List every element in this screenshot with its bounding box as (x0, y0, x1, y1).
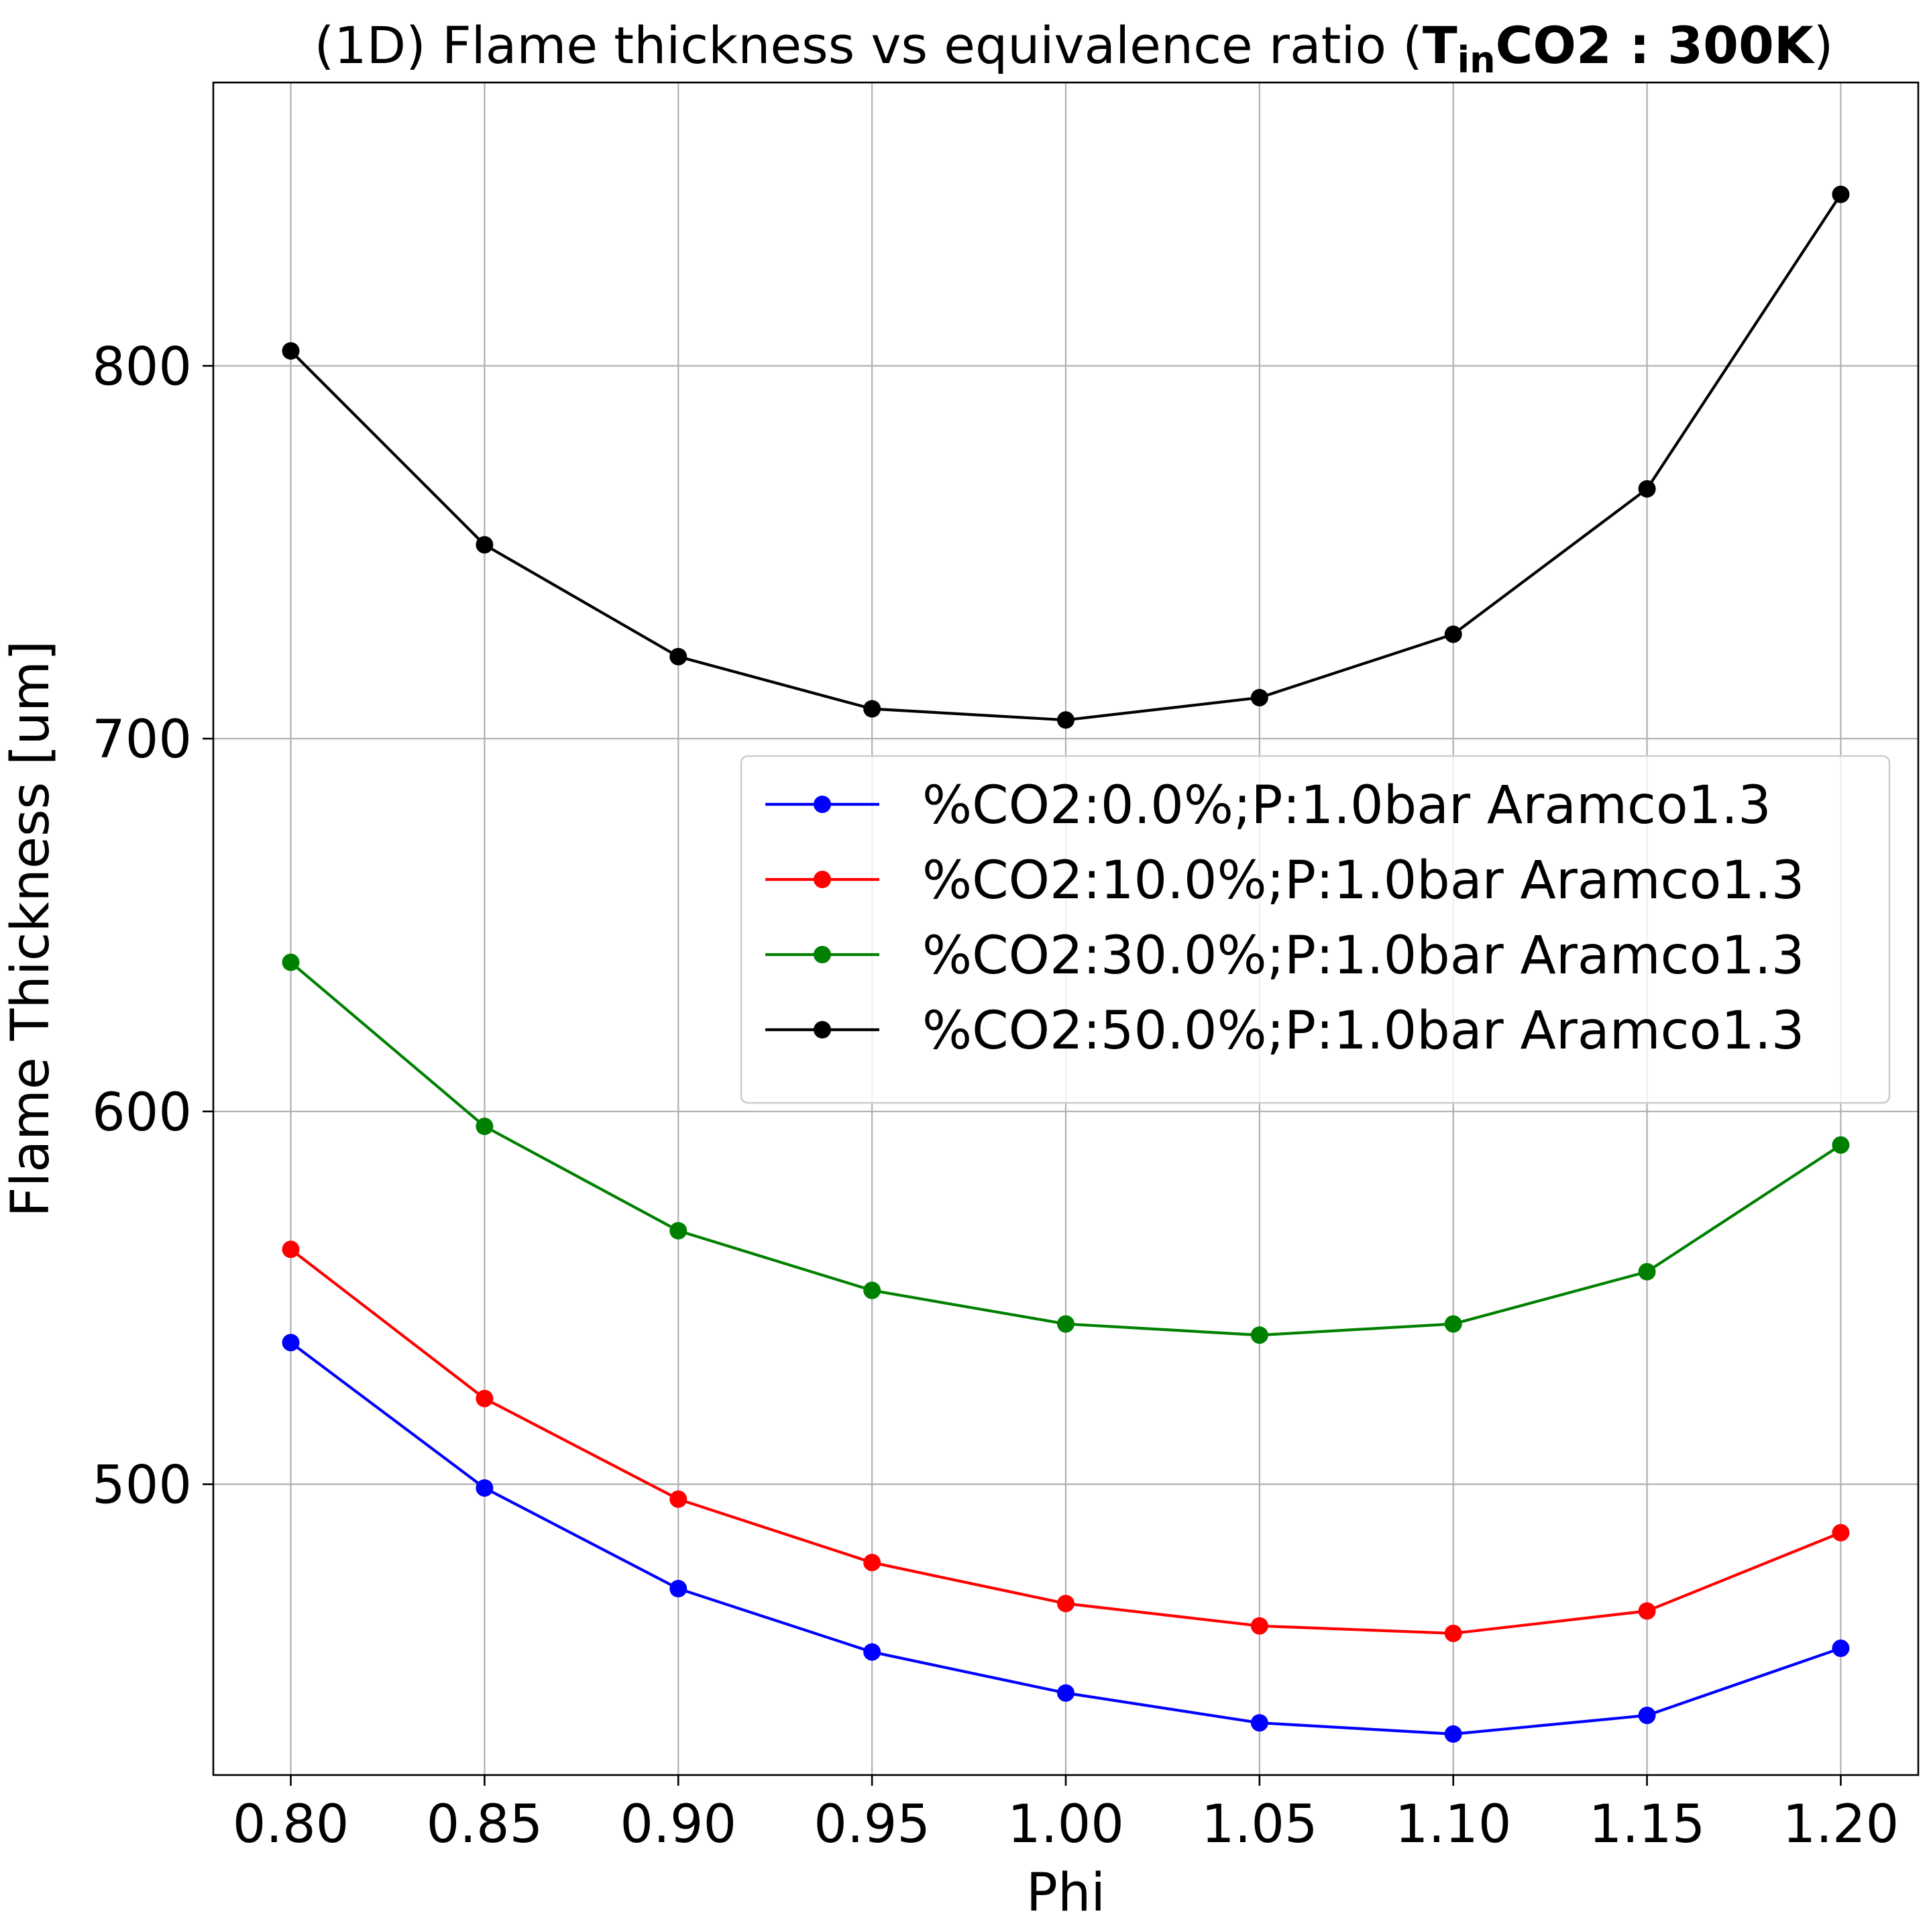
series-group (282, 185, 1850, 1743)
y-tick-label: 500 (92, 1456, 192, 1516)
data-point (1057, 711, 1074, 729)
x-tick-label: 0.85 (427, 1794, 543, 1855)
legend-item-2: %CO2:30.0%;P:1.0bar Aramco1.3 (765, 926, 1804, 986)
data-point (863, 1281, 881, 1299)
data-point (1057, 1315, 1074, 1333)
data-point (476, 1479, 494, 1497)
legend-label: %CO2:10.0%;P:1.0bar Aramco1.3 (922, 851, 1804, 911)
data-point (669, 1222, 687, 1240)
legend-marker (814, 1021, 831, 1038)
chart-title-suffix: ) (1814, 15, 1834, 75)
legend-label: %CO2:50.0%;P:1.0bar Aramco1.3 (922, 1001, 1804, 1061)
legend-item-0: %CO2:0.0%;P:1.0bar Aramco1.3 (765, 775, 1771, 836)
grid (213, 83, 1918, 1775)
data-point (282, 1334, 300, 1352)
x-axis-ticks: 0.80 0.85 0.90 0.95 1.00 1.05 1.10 1.15 1.20 (233, 1775, 1899, 1855)
data-point (1832, 1640, 1850, 1658)
chart-title-math-main: T (1423, 15, 1457, 75)
data-point (1832, 185, 1850, 203)
data-point (1638, 1707, 1656, 1725)
data-point (1832, 1523, 1850, 1542)
legend-item-3: %CO2:50.0%;P:1.0bar Aramco1.3 (765, 1001, 1804, 1061)
x-tick-label: 1.20 (1783, 1794, 1899, 1855)
y-tick-label: 600 (92, 1083, 192, 1143)
chart-title-math-rest: CO2 : 300K (1496, 15, 1816, 75)
x-tick-label: 0.95 (814, 1794, 930, 1855)
x-tick-label: 0.90 (620, 1794, 736, 1855)
data-point (282, 342, 300, 360)
y-axis-label: Flame Thickness [um] (1, 641, 61, 1218)
data-point (1444, 1315, 1462, 1333)
chart-title-prefix: (1D) Flame thickness vs equivalence rati… (315, 15, 1423, 75)
legend-marker (814, 796, 831, 813)
data-point (863, 700, 881, 718)
data-point (669, 1490, 687, 1508)
legend-box (740, 755, 1891, 1104)
data-point (282, 953, 300, 971)
data-point (282, 1240, 300, 1258)
series-0 (282, 1334, 1850, 1743)
x-tick-label: 1.00 (1007, 1794, 1124, 1855)
data-point (476, 1118, 494, 1136)
data-point (1832, 1136, 1850, 1154)
data-point (1444, 625, 1462, 643)
series-1 (282, 1240, 1850, 1642)
data-point (1638, 1263, 1656, 1281)
data-point (1444, 1725, 1462, 1743)
legend-marker (814, 946, 831, 963)
legend: %CO2:0.0%;P:1.0bar Aramco1.3 %CO2:10.0%;P… (740, 755, 1891, 1104)
y-tick-label: 800 (92, 337, 192, 397)
data-point (669, 1580, 687, 1598)
x-tick-label: 1.05 (1201, 1794, 1318, 1855)
legend-label: %CO2:30.0%;P:1.0bar Aramco1.3 (922, 926, 1804, 986)
chart-title: (1D) Flame thickness vs equivalence rati… (315, 15, 1834, 81)
series-2 (282, 953, 1850, 1344)
data-point (863, 1554, 881, 1572)
data-point (863, 1643, 881, 1661)
legend-item-1: %CO2:10.0%;P:1.0bar Aramco1.3 (765, 851, 1804, 911)
x-axis-label: Phi (1026, 1863, 1105, 1923)
data-point (1057, 1595, 1074, 1613)
data-point (1250, 688, 1268, 706)
data-point (476, 1389, 494, 1407)
x-tick-label: 0.80 (233, 1794, 349, 1855)
x-tick-label: 1.10 (1395, 1794, 1512, 1855)
chart-title-math-sub: in (1457, 39, 1496, 81)
data-point (1250, 1617, 1268, 1635)
data-point (1638, 1602, 1656, 1620)
data-point (1250, 1326, 1268, 1344)
data-point (476, 536, 494, 554)
data-point (1638, 480, 1656, 498)
y-axis-ticks: 500 600 700 800 (92, 337, 213, 1516)
legend-label: %CO2:0.0%;P:1.0bar Aramco1.3 (922, 775, 1771, 836)
legend-marker (814, 871, 831, 888)
data-point (1057, 1684, 1074, 1702)
y-tick-label: 700 (92, 710, 192, 770)
series-3 (282, 185, 1850, 729)
data-point (669, 647, 687, 665)
data-point (1250, 1714, 1268, 1732)
data-point (1444, 1624, 1462, 1642)
x-tick-label: 1.15 (1589, 1794, 1706, 1855)
